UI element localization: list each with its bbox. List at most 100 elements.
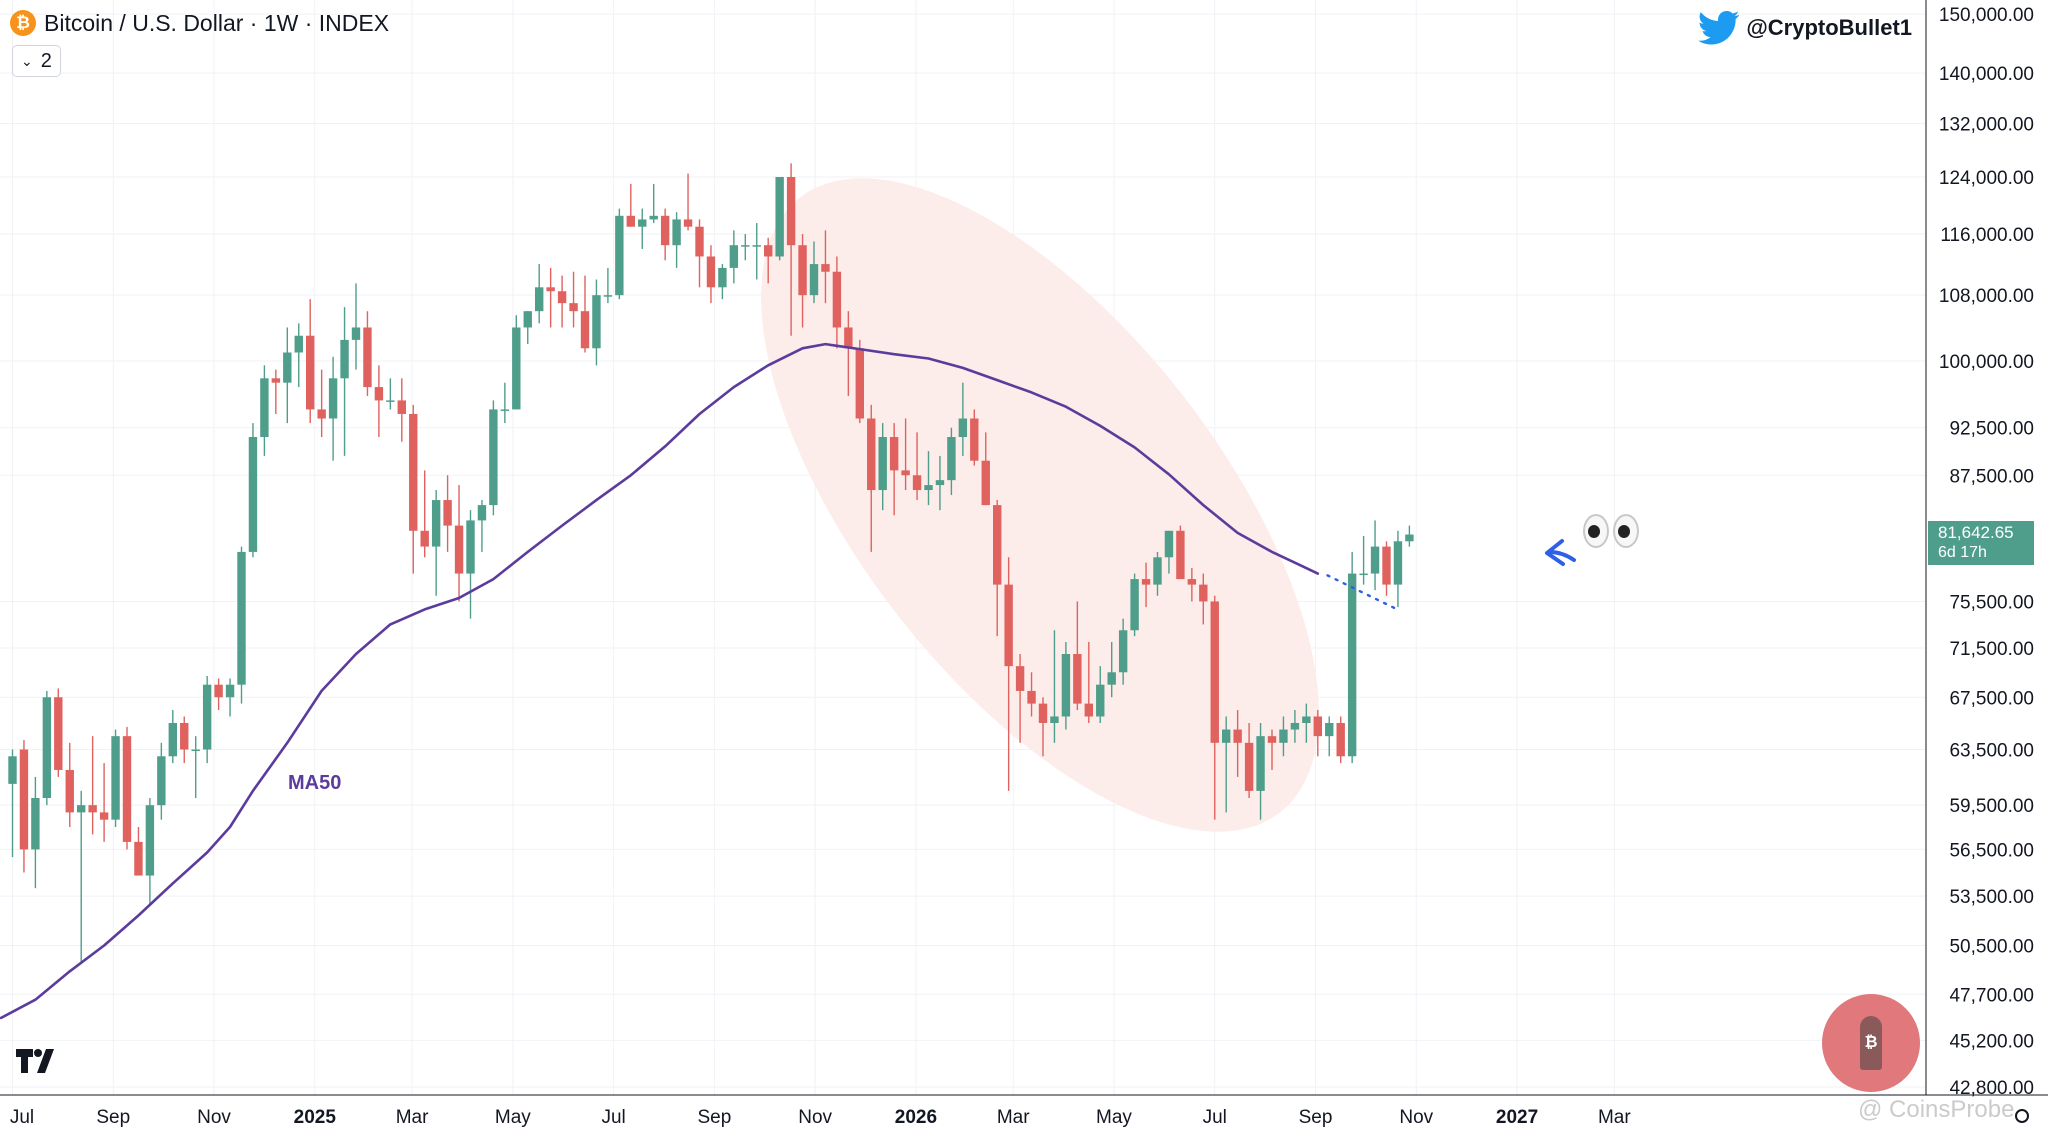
x-tick-label: Mar: [1598, 1107, 1631, 1128]
highlight-ellipse: [761, 178, 1319, 832]
x-axis: Jul Sep Nov 2025 Mar May Jul Sep Nov 2026 Mar May Ju…: [10, 1107, 1632, 1128]
candle-up: [947, 437, 956, 481]
candle-up: [168, 722, 177, 757]
candle-up: [477, 505, 487, 521]
x-tick-label: Sep: [96, 1107, 130, 1128]
x-tick-label: 2027: [1496, 1107, 1538, 1128]
candle-up: [1153, 557, 1162, 585]
candle-up: [202, 684, 212, 750]
chart-header: ₿ Bitcoin / U.S. Dollar · 1W · INDEX: [10, 8, 389, 38]
candle-down: [317, 409, 326, 419]
candle-down: [1244, 742, 1254, 791]
ma50-label: MA50: [288, 772, 341, 794]
candle-up: [1370, 546, 1380, 574]
candle-up: [924, 485, 933, 491]
x-tick-label: Sep: [1299, 1107, 1333, 1128]
candle-down: [1038, 703, 1048, 723]
candle-down: [546, 287, 555, 292]
y-tick-label: 71,500.00: [1949, 639, 2034, 660]
candle-up: [237, 551, 246, 685]
y-tick-label: 116,000.00: [1940, 225, 2034, 246]
indicator-count: 2: [40, 49, 52, 72]
candle-down: [374, 387, 384, 401]
candle-down: [855, 348, 864, 419]
candle-down: [180, 722, 189, 750]
y-tick-label: 42,800.00: [1949, 1078, 2034, 1099]
candle-up: [775, 177, 784, 257]
y-tick-label: 92,500.00: [1949, 419, 2034, 440]
candle-up: [328, 378, 338, 419]
last-price-label: 81,642.65 6d 17h: [1928, 521, 2034, 565]
candle-up: [42, 697, 52, 799]
candle-up: [741, 245, 750, 247]
y-tick-label: 75,500.00: [1949, 592, 2034, 613]
candle-down: [1073, 654, 1082, 704]
x-tick-label: Sep: [697, 1107, 731, 1128]
candle-down: [706, 256, 716, 288]
candle-up: [1347, 573, 1357, 757]
ma50-line: [0, 342, 1320, 1020]
candle-up: [489, 409, 498, 506]
candle-up: [603, 295, 613, 297]
candle-up: [500, 409, 510, 411]
candle-up: [145, 805, 155, 876]
x-tick-label: Jul: [601, 1107, 625, 1128]
candle-up: [1302, 716, 1311, 723]
x-tick-label: Nov: [1399, 1107, 1433, 1128]
candle-down: [683, 219, 693, 227]
x-tick-label: Jul: [1203, 1107, 1227, 1128]
candle-down: [271, 378, 281, 383]
candle-up: [672, 219, 681, 246]
candle-down: [454, 525, 464, 574]
author-handle: @CryptoBullet1: [1698, 10, 1912, 46]
candle-down: [832, 271, 842, 328]
candle-up: [592, 295, 601, 349]
candle-down: [19, 749, 29, 850]
y-tick-label: 124,000.00: [1939, 168, 2034, 189]
candle-down: [821, 264, 830, 272]
y-tick-label: 56,500.00: [1949, 840, 2034, 861]
candle-up: [1256, 736, 1265, 791]
indicators-collapse-button[interactable]: ⌄ 2: [12, 45, 61, 77]
candle-down: [443, 500, 452, 526]
candle-down: [1004, 584, 1013, 667]
x-tick-label: May: [495, 1107, 531, 1128]
candle-down: [65, 769, 74, 813]
eye-left-icon: [1583, 514, 1609, 548]
candle-up: [638, 219, 647, 227]
candle-down: [306, 335, 315, 410]
candle-up: [809, 264, 819, 296]
candle-up: [8, 756, 17, 784]
candle-up: [1393, 541, 1403, 585]
candle-up: [77, 805, 86, 813]
y-tick-label: 100,000.00: [1939, 352, 2034, 373]
candle-up: [512, 327, 521, 410]
candle-up: [649, 215, 658, 220]
candle-down: [420, 530, 429, 547]
last-price: 81,642.65: [1938, 523, 2014, 542]
twitter-handle: @CryptoBullet1: [1746, 15, 1912, 40]
candle-up: [1130, 579, 1139, 631]
candle-up: [1405, 534, 1414, 542]
candle-up: [1061, 654, 1071, 717]
y-tick-label: 108,000.00: [1939, 286, 2034, 307]
candle-down: [798, 245, 807, 296]
arrow-shaft: [1548, 550, 1576, 562]
symbol-title[interactable]: Bitcoin / U.S. Dollar · 1W · INDEX: [44, 9, 390, 36]
candle-down: [1199, 584, 1208, 602]
tradingview-logo-icon[interactable]: [16, 1049, 60, 1073]
y-tick-label: 87,500.00: [1949, 466, 2034, 487]
candle-up: [1096, 684, 1105, 717]
candle-up: [466, 520, 475, 574]
candle-down: [970, 418, 979, 461]
candle-down: [993, 505, 1002, 585]
candle-down: [557, 291, 567, 304]
candle-down: [88, 805, 97, 813]
blue-arrow-icon: [1545, 539, 1576, 566]
y-tick-label: 63,500.00: [1949, 741, 2034, 762]
y-tick-label: 53,500.00: [1949, 887, 2034, 908]
candle-up: [935, 480, 945, 486]
y-tick-label: 67,500.00: [1949, 688, 2034, 709]
candle-down: [695, 226, 704, 257]
